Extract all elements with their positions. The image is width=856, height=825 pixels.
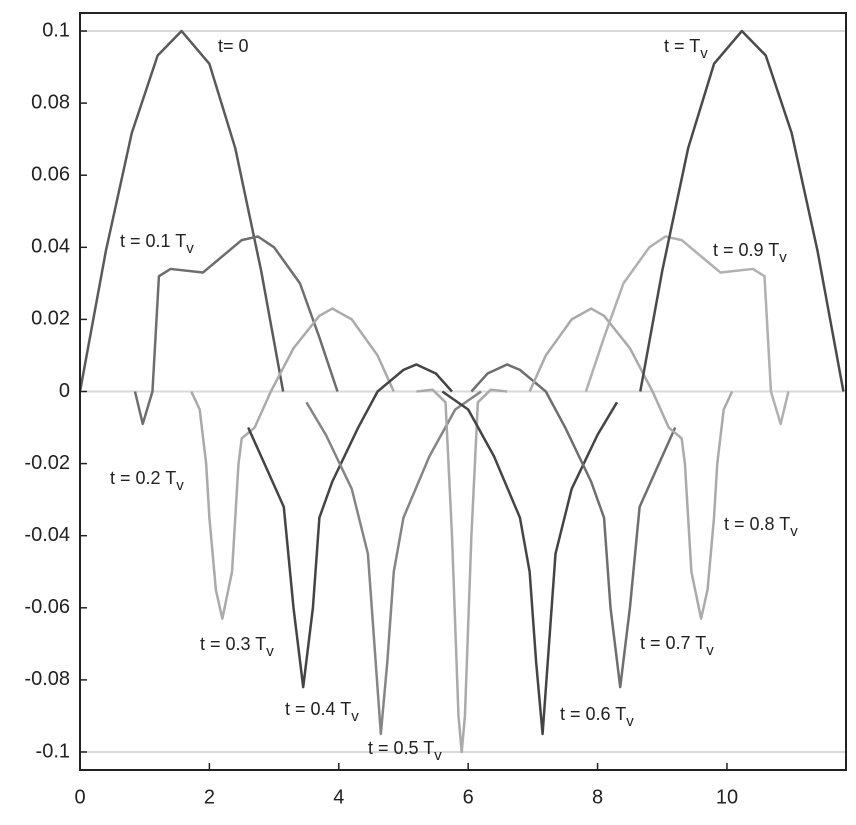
annotation: t = 0.4 Tv xyxy=(285,699,359,725)
data-line xyxy=(441,390,619,736)
annotation-text: t = 0.7 T xyxy=(640,633,706,653)
y-tick-label: 0.08 xyxy=(31,91,70,113)
annotation-subscript: v xyxy=(186,240,194,257)
x-tick-label: 8 xyxy=(592,786,603,808)
annotation: t = Tv xyxy=(664,36,708,62)
annotation-subscript: v xyxy=(351,708,359,725)
data-line xyxy=(78,29,285,392)
annotation-text: t= 0 xyxy=(218,36,249,56)
annotation-text: t = 0.9 T xyxy=(713,240,779,260)
y-tick-label: 0.02 xyxy=(31,308,70,330)
data-line xyxy=(133,235,339,426)
annotation: t = 0.8 Tv xyxy=(724,514,798,540)
x-tick-label: 0 xyxy=(74,786,85,808)
y-tick-label: -0.04 xyxy=(24,524,70,546)
annotation: t = 0.2 Tv xyxy=(110,468,184,494)
annotation-subscript: v xyxy=(700,45,708,62)
annotation: t = 0.3 Tv xyxy=(200,634,274,660)
x-tick-label: 4 xyxy=(333,786,344,808)
y-tick-label: -0.08 xyxy=(24,668,70,690)
annotation-text: t = 0.2 T xyxy=(110,468,176,488)
data-line xyxy=(416,388,508,754)
data-line xyxy=(305,390,482,736)
annotation: t = 0.7 Tv xyxy=(640,633,714,659)
y-tick-label: 0.1 xyxy=(42,19,70,41)
annotation-text: t = 0.5 T xyxy=(368,738,434,758)
annotation-text: t = 0.8 T xyxy=(724,514,790,534)
annotation-text: t = 0.4 T xyxy=(285,699,351,719)
annotation-subscript: v xyxy=(176,477,184,494)
y-tick-label: 0.04 xyxy=(31,236,70,258)
data-line xyxy=(528,307,734,620)
annotation-subscript: v xyxy=(266,643,274,660)
data-line xyxy=(190,307,395,620)
data-line xyxy=(584,235,790,426)
annotation-subscript: v xyxy=(790,523,798,540)
annotation-text: t = 0.3 T xyxy=(200,634,266,654)
y-tick-label: -0.06 xyxy=(24,596,70,618)
data-line xyxy=(470,363,677,689)
x-tick-label: 6 xyxy=(463,786,474,808)
data-line xyxy=(247,363,453,689)
x-tick-label: 10 xyxy=(716,786,738,808)
annotation: t = 0.6 Tv xyxy=(560,704,634,730)
annotation: t = 0.1 Tv xyxy=(120,231,194,257)
y-tick-label: 0.06 xyxy=(31,163,70,185)
y-tick-label: 0 xyxy=(59,380,70,402)
data-line xyxy=(639,29,845,392)
annotation: t = 0.5 Tv xyxy=(368,738,442,764)
x-tick-label: 2 xyxy=(204,786,215,808)
annotation-subscript: v xyxy=(706,642,714,659)
annotation-subscript: v xyxy=(626,713,634,730)
annotation-text: t = 0.1 T xyxy=(120,231,186,251)
y-tick-label: -0.1 xyxy=(36,740,70,762)
annotation-text: t = T xyxy=(664,36,700,56)
annotation: t = 0.9 Tv xyxy=(713,240,787,266)
y-tick-label: -0.02 xyxy=(24,452,70,474)
annotation-subscript: v xyxy=(779,249,787,266)
annotation-text: t = 0.6 T xyxy=(560,704,626,724)
plot-frame xyxy=(79,12,847,771)
annotation: t= 0 xyxy=(218,36,249,56)
annotation-subscript: v xyxy=(434,747,442,764)
